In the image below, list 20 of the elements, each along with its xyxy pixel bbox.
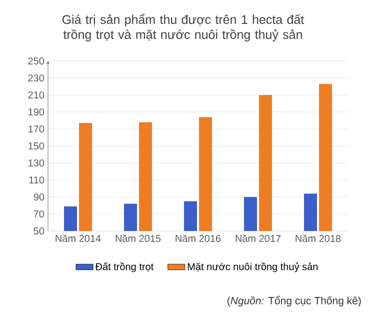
x-tick-label: Năm 2017 xyxy=(236,234,281,242)
x-tick-label: Năm 2018 xyxy=(296,234,341,242)
y-tick-label: 130 xyxy=(28,159,44,167)
y-tick-label: 190 xyxy=(28,108,44,116)
y-tick-label: 110 xyxy=(29,176,44,184)
y-tick-label: 230 xyxy=(28,74,44,82)
y-tick-label: 70 xyxy=(34,210,44,218)
legend-label: Mặt nước nuôi trồng thuỷ sản xyxy=(188,262,318,272)
text: (Nguồn: Tổng cục Thống kê) xyxy=(227,296,361,306)
legend-label: Đất trồng trọt xyxy=(95,262,154,272)
y-tick-label: 50 xyxy=(34,227,44,235)
y-tick-label: 210 xyxy=(28,91,44,99)
chart-title: Giá trị sản phẩm thu được trên 1 hecta đất trồng trọt và mặt nước nuôi trồng thuỷ sản xyxy=(62,14,304,42)
y-tick-label: 90 xyxy=(34,193,44,201)
y-tick-label: 250 xyxy=(28,57,44,65)
y-tick-label: 150 xyxy=(28,142,44,150)
x-tick-label: Năm 2016 xyxy=(176,234,221,242)
x-tick-label: Năm 2015 xyxy=(116,234,161,242)
x-tick-label: Năm 2014 xyxy=(56,234,101,242)
y-tick-label: 170 xyxy=(28,125,44,133)
